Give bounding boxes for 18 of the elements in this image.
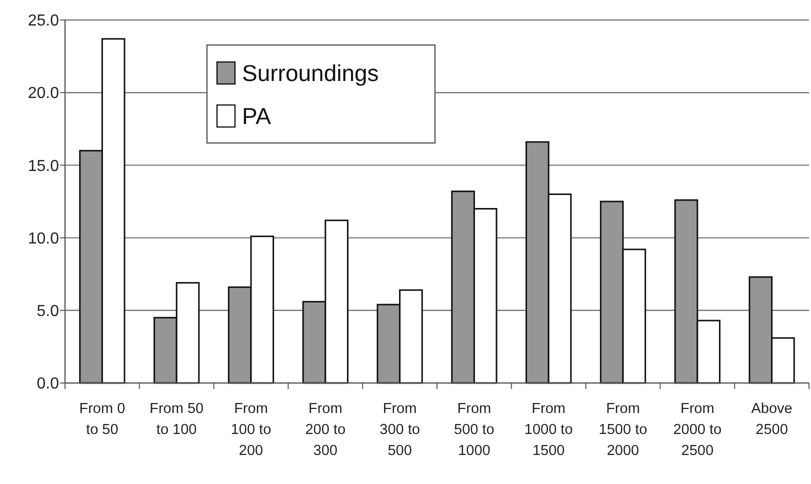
x-tick-label: From 2000 to 2500	[673, 401, 722, 460]
y-tick-label: 5.0	[36, 303, 60, 320]
x-tick-label: From 50 to 100	[150, 401, 204, 438]
y-tick-label: 20.0	[28, 85, 60, 102]
x-tick-label: From 1500 to 2000	[598, 401, 648, 460]
x-tick-label: From 500 to 1000	[454, 401, 494, 460]
x-tick-label: From 0 to 50	[79, 401, 126, 438]
legend-label: PA	[242, 103, 272, 130]
x-tick-label: From 300 to 500	[380, 401, 420, 460]
legend-label: Surroundings	[242, 60, 379, 86]
x-tick-label: From 100 to 200	[230, 401, 272, 460]
y-tick-label: 25.0	[28, 12, 60, 30]
y-tick-label: 15.0	[28, 158, 60, 175]
x-tick-label: From 1000 to 1500	[524, 401, 573, 460]
x-tick-label: Above 2500	[751, 401, 792, 438]
y-tick-label: 10.0	[28, 230, 60, 248]
x-tick-label: From 200 to 300	[305, 401, 346, 460]
y-tick-label: 0.0	[36, 376, 60, 393]
